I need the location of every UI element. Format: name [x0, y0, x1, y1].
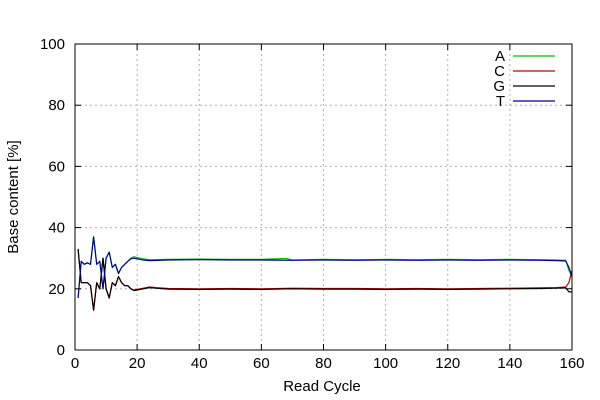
- x-tick-label: 140: [497, 355, 522, 372]
- x-tick-label: 120: [435, 355, 460, 372]
- legend-label: A: [495, 48, 505, 65]
- series-line-g: [77, 248, 572, 311]
- plot-area: [77, 236, 573, 311]
- y-tick-label: 100: [40, 36, 65, 53]
- x-axis-label: Read Cycle: [283, 378, 361, 395]
- y-tick-label: 60: [48, 158, 65, 175]
- y-tick-label: 80: [48, 97, 65, 114]
- x-tick-label: 0: [71, 355, 79, 372]
- y-tick-label: 40: [48, 220, 65, 237]
- x-tick-label: 80: [315, 355, 332, 372]
- y-axis-label: Base content [%]: [5, 140, 22, 253]
- x-tick-label: 60: [253, 355, 270, 372]
- grid: [75, 44, 572, 350]
- y-tick-label: 0: [57, 342, 65, 359]
- axis-ticks: 0 20 40 60 80 100 0 20 40 60 80 100 120 140 160: [40, 36, 585, 372]
- y-tick-label: 20: [48, 281, 65, 298]
- x-tick-label: 100: [373, 355, 398, 372]
- series-line-c: [77, 248, 573, 311]
- legend-label: T: [496, 93, 505, 110]
- x-tick-label: 160: [559, 355, 584, 372]
- x-tick-label: 40: [191, 355, 208, 372]
- legend-label: C: [494, 63, 505, 80]
- series-line-t: [77, 236, 573, 299]
- legend-label: G: [493, 78, 505, 95]
- x-tick-label: 20: [129, 355, 146, 372]
